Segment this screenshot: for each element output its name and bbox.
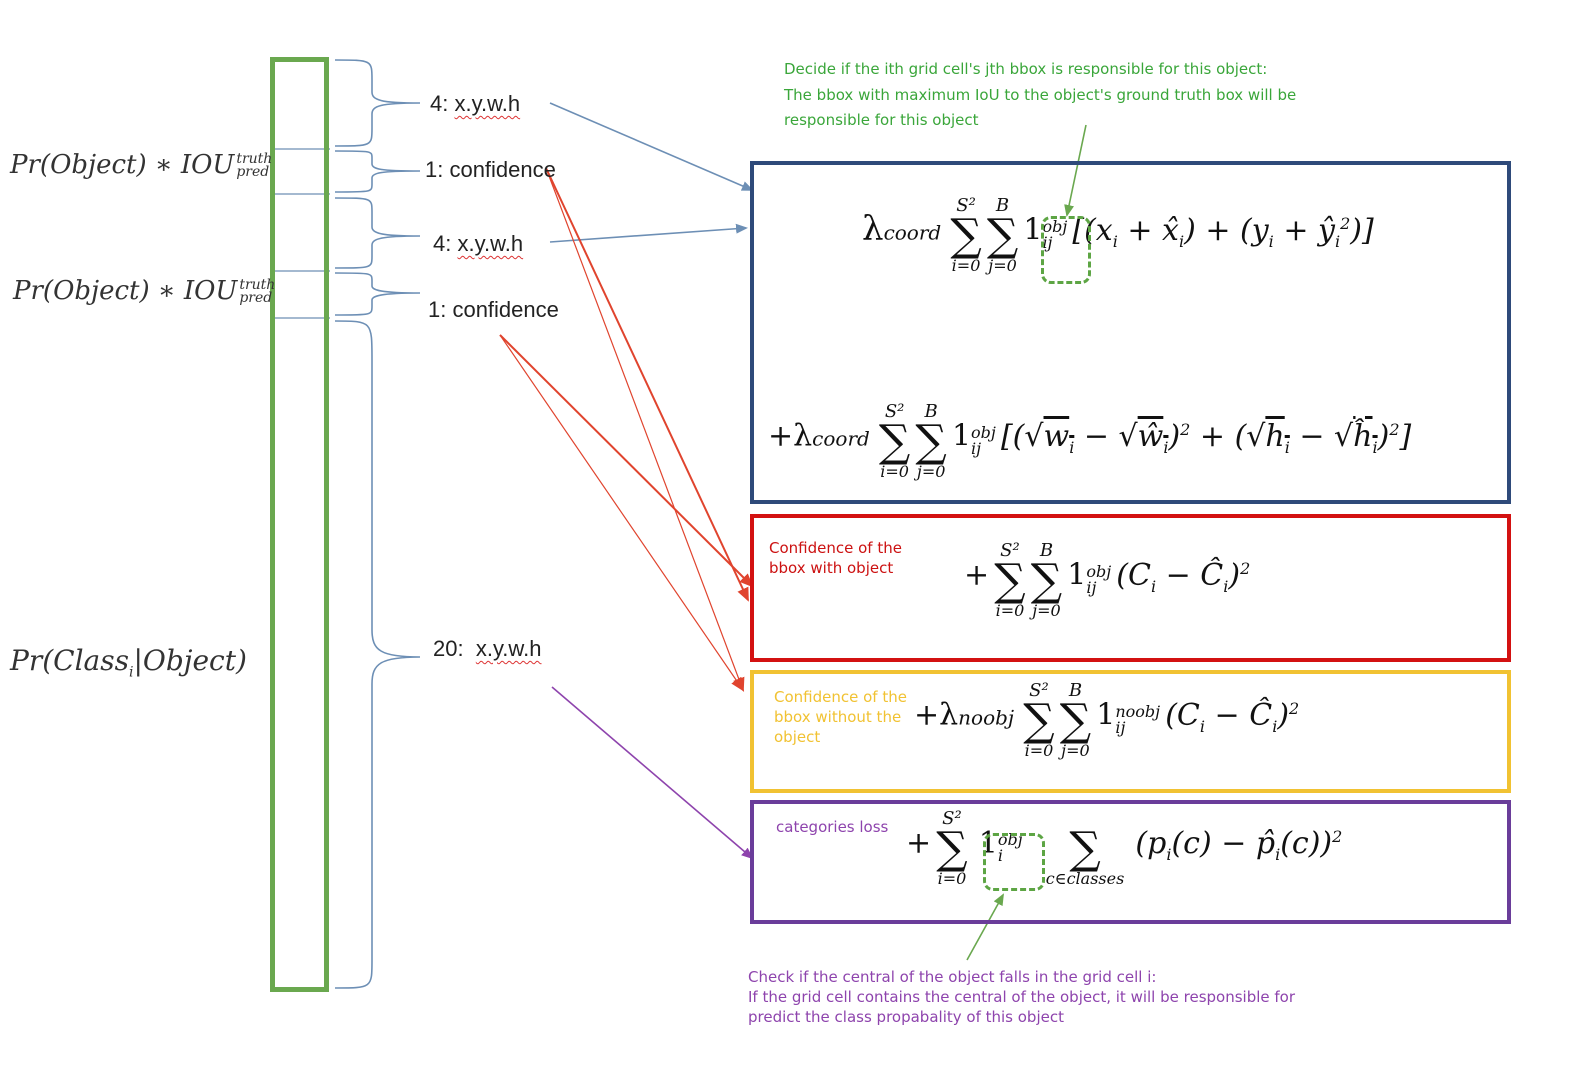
label-coord-2: 4: x.y.w.h xyxy=(433,231,524,256)
label-pr-object-iou-2: Pr(Object) ∗ IOU truth pred xyxy=(13,276,276,306)
arrow-coord2 xyxy=(549,223,748,243)
box-confidence-noobject: Confidence of the bbox without the objec… xyxy=(750,670,1511,793)
formula-confidence-noobject: +λnoobj S² ∑ i=0 B ∑ j=0 1 noobj ij (Ci − … xyxy=(914,680,1300,760)
note-confidence-object: Confidence of the bbox with object xyxy=(769,539,902,577)
note-categories-loss: categories loss xyxy=(776,818,889,836)
box-class-loss: categories loss + S² ∑ i=0 1 obj i ∑ c∈cla… xyxy=(750,800,1511,924)
brace-coord2 xyxy=(334,197,421,269)
label-confidence-1: 1: confidence xyxy=(425,157,556,182)
arrow-coord1 xyxy=(549,102,754,191)
formula-coord-wh: +λcoord S² ∑ i=0 B ∑ j=0 1 obj ij [(√wi − … xyxy=(768,401,1412,481)
arrows-confidence xyxy=(499,167,754,692)
brace-conf1 xyxy=(334,150,421,193)
note-responsible-bbox: Decide if the ith grid cell's jth bbox i… xyxy=(784,60,1297,129)
formula-coord-xy: λcoord S² ∑ i=0 B ∑ j=0 1 obj ij [(xi + x̂… xyxy=(862,195,1374,275)
indicator-highlight-obj xyxy=(1041,216,1091,284)
label-pr-object-iou-1: Pr(Object) ∗ IOU truth pred xyxy=(10,150,273,180)
output-vector-bar xyxy=(270,57,329,992)
box-coordinate-loss: λcoord S² ∑ i=0 B ∑ j=0 1 obj ij [(xi + x̂… xyxy=(750,161,1511,504)
brace-coord1 xyxy=(334,59,421,147)
formula-class: + S² ∑ i=0 1 obj i ∑ c∈classes (pi(c) − p̂… xyxy=(906,808,1343,888)
brace-class xyxy=(334,320,421,989)
brace-conf2 xyxy=(334,272,421,316)
note-confidence-noobject: Confidence of the bbox without the objec… xyxy=(774,688,907,746)
box-confidence-object: Confidence of the bbox with object + S² … xyxy=(750,514,1511,662)
label-pr-class: Pr(Classi|Object) xyxy=(10,644,247,681)
formula-confidence-object: + S² ∑ i=0 B ∑ j=0 1 obj ij (Ci − Ĉi)2 xyxy=(964,540,1251,620)
label-confidence-2: 1: confidence xyxy=(428,297,559,322)
indicator-highlight-class xyxy=(983,833,1045,891)
arrow-class xyxy=(551,686,754,860)
label-class: 20: x.y.w.h xyxy=(433,636,542,661)
curly-braces xyxy=(334,59,421,989)
note-central-cell: Check if the central of the object falls… xyxy=(748,968,1296,1026)
label-coord-1: 4: x.y.w.h xyxy=(430,91,521,116)
